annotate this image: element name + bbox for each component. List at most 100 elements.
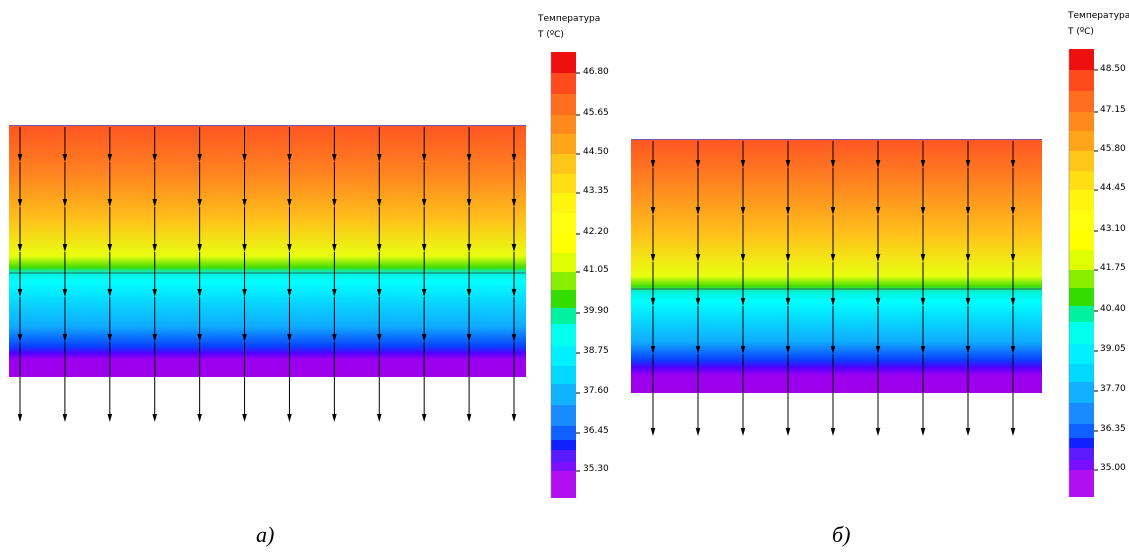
flux-arrow-head	[62, 199, 68, 207]
flux-arrow-head	[965, 160, 971, 168]
flux-arrow-head	[830, 160, 836, 168]
flux-arrow-head	[785, 160, 791, 168]
flux-arrow-head	[511, 154, 517, 162]
flux-arrow-head	[466, 199, 472, 207]
flux-arrow-head	[875, 254, 881, 262]
legend-b-tick-label: 43.10	[1100, 224, 1126, 234]
flux-arrow-head	[376, 154, 382, 162]
flux-arrow-head	[650, 254, 656, 262]
legend-b-tick-label: 37.70	[1100, 384, 1126, 394]
flux-arrow-head	[376, 289, 382, 297]
flux-arrow-head	[511, 289, 517, 297]
flux-arrow-head	[421, 334, 427, 342]
flux-arrow-head	[920, 428, 926, 436]
flux-arrow-head	[152, 154, 158, 162]
flux-arrow-head	[421, 289, 427, 297]
flux-arrow-head	[740, 160, 746, 168]
legend-b-units: T (ºC)	[1068, 27, 1094, 37]
legend-a-title: Температура	[538, 14, 601, 24]
flux-arrow-head	[1010, 346, 1016, 354]
flux-arrow-head	[152, 334, 158, 342]
flux-arrow-head	[287, 199, 292, 207]
flux-arrow-head	[287, 154, 292, 162]
flux-arrow-head	[830, 298, 836, 306]
flux-arrow-head	[965, 428, 971, 436]
legend-a-tick-label: 35.30	[583, 464, 609, 474]
legend-b-tick-label: 40.40	[1100, 304, 1126, 314]
flux-arrow-head	[421, 414, 427, 422]
legend-a-tick-label: 38.75	[583, 346, 609, 356]
flux-arrow-head	[421, 154, 427, 162]
flux-arrow-head	[197, 414, 202, 422]
flux-arrow-head	[875, 428, 881, 436]
flux-arrow-head	[376, 244, 382, 252]
flux-arrow-head	[62, 289, 68, 297]
flux-arrow-head	[1010, 254, 1016, 262]
flux-arrow-head	[17, 289, 23, 297]
panel-a-caption: а)	[256, 522, 275, 547]
flux-arrow-head	[332, 289, 337, 297]
flux-arrow-head	[332, 244, 337, 252]
legend-a-tick-label: 42.20	[583, 227, 609, 237]
legend-b-tick-marks	[1094, 69, 1098, 471]
legend-a-tick-label: 46.80	[583, 67, 609, 77]
flux-arrow-head	[332, 154, 337, 162]
flux-arrow-head	[242, 334, 247, 342]
legend-a-units: T (ºC)	[538, 30, 564, 40]
legend-b-tick-label: 45.80	[1100, 144, 1126, 154]
flux-arrow-head	[695, 298, 701, 306]
flux-arrow-head	[466, 289, 472, 297]
flux-arrow-head	[466, 244, 472, 252]
flux-arrow-head	[287, 289, 292, 297]
legend-a-tick-marks	[576, 72, 580, 472]
flux-arrow-head	[650, 346, 656, 354]
flux-arrow-head	[1010, 298, 1016, 306]
legend-a-tick-label: 36.45	[583, 426, 609, 436]
panel-b-field	[631, 139, 1042, 436]
flux-arrow-head	[740, 254, 746, 262]
flux-arrow-head	[740, 298, 746, 306]
flux-arrow-head	[965, 207, 971, 215]
flux-arrow-head	[965, 346, 971, 354]
legend-b-tick-label: 47.15	[1100, 105, 1126, 115]
flux-arrow-head	[421, 199, 427, 207]
flux-arrow-head	[107, 334, 113, 342]
legend-b-tick-label: 39.05	[1100, 344, 1126, 354]
legend-a-tick-label: 39.90	[583, 306, 609, 316]
flux-arrow-head	[920, 346, 926, 354]
flux-arrow-head	[107, 289, 113, 297]
flux-arrow-head	[17, 244, 23, 252]
flux-arrow-head	[287, 334, 292, 342]
flux-arrow-head	[152, 199, 158, 207]
flux-arrow-head	[695, 160, 701, 168]
flux-arrow-head	[785, 346, 791, 354]
legend-b-tick-label: 41.75	[1100, 263, 1126, 273]
flux-arrow-head	[376, 199, 382, 207]
flux-arrow-head	[197, 199, 202, 207]
flux-arrow-head	[62, 244, 68, 252]
flux-arrow-head	[107, 199, 113, 207]
flux-arrow-head	[466, 414, 472, 422]
flux-arrow-head	[466, 154, 472, 162]
flux-arrow-head	[242, 289, 247, 297]
flux-arrow-head	[376, 414, 382, 422]
flux-arrow-head	[785, 428, 791, 436]
flux-arrow-head	[920, 207, 926, 215]
legend-a-tick-label: 44.50	[583, 147, 609, 157]
flux-arrow-head	[287, 414, 292, 422]
flux-arrow-head	[197, 334, 202, 342]
flux-arrow-head	[875, 160, 881, 168]
flux-arrow-head	[1010, 428, 1016, 436]
legend-b-color-bar	[1068, 49, 1094, 497]
flux-arrow-head	[242, 199, 247, 207]
flux-arrow-head	[920, 298, 926, 306]
flux-arrow-head	[466, 334, 472, 342]
flux-arrow-head	[332, 414, 337, 422]
flux-arrow-head	[785, 254, 791, 262]
flux-arrow-head	[152, 414, 158, 422]
flux-arrow-head	[875, 346, 881, 354]
flux-arrow-head	[920, 254, 926, 262]
flux-arrow-head	[152, 289, 158, 297]
flux-arrow-head	[62, 154, 68, 162]
legend-a-tick-label: 41.05	[583, 265, 609, 275]
